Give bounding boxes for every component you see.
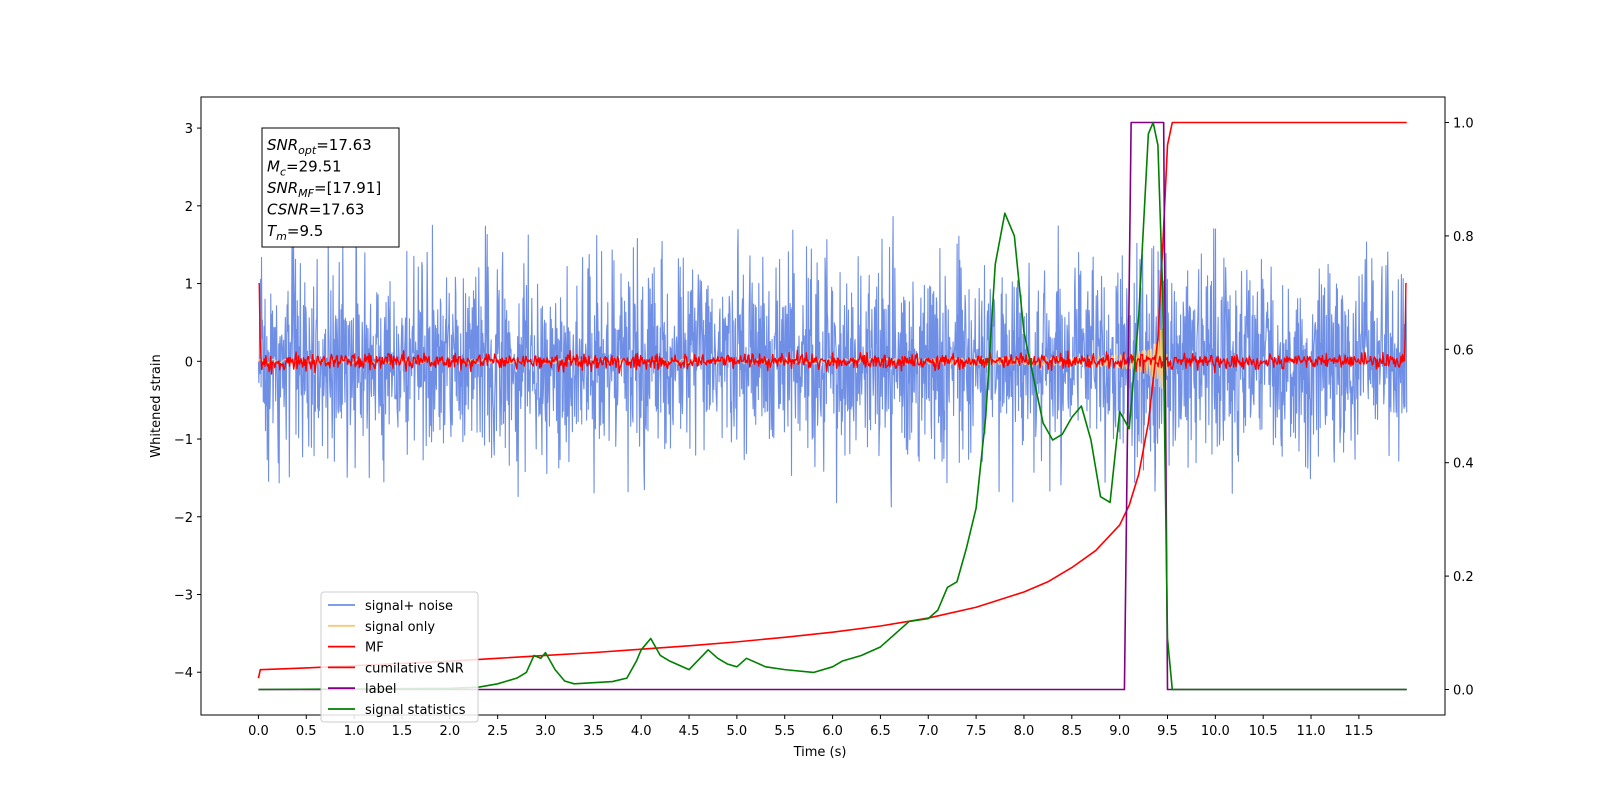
annotation-subscript: opt [298,144,317,157]
annotation-line: Mc=29.51 [267,158,342,179]
annotation-line: SNRopt=17.63 [267,136,372,157]
annotation-symbol: SNR [267,136,298,154]
annotation-value: =9.5 [287,222,323,240]
x-tick-label: 7.5 [966,724,987,739]
annotation-subscript: c [280,166,286,179]
y-tick-label: 0 [185,355,193,370]
x-tick-label: 2.0 [439,724,460,739]
x-tick-label: 8.0 [1014,724,1035,739]
x-axis-label: Time (s) [793,745,847,760]
y-tick-label: −4 [174,666,193,681]
x-tick-label: 10.0 [1201,724,1230,739]
x-tick-label: 0.5 [296,724,317,739]
x-tick-label: 4.5 [679,724,700,739]
y-tick-label: 2 [185,200,193,215]
y-tick-label: −3 [174,589,193,604]
plot-frame [200,96,1446,716]
y-axis-right: 1.0 0.8 0.6 0.4 0.2 0.0 [1445,117,1474,698]
x-tick-label: 5.0 [727,724,748,739]
legend-entry: cumilative SNR [365,661,464,676]
x-axis: 0.0 0.5 1.0 1.5 2.0 2.5 3.0 3.5 4.0 4.5 5.0 5.5 6.0 6… [248,715,1373,739]
annotation-subscript: MF [298,187,314,200]
x-tick-label: 1.5 [392,724,413,739]
annotation-value: =17.63 [316,136,372,154]
annotation-value: =17.63 [309,201,365,219]
annotation-frame [261,127,400,248]
y-tick-label: −2 [174,511,193,526]
x-tick-label: 10.5 [1249,724,1278,739]
x-tick-label: 8.5 [1061,724,1082,739]
x-tick-label: 7.0 [918,724,939,739]
x-tick-label: 1.0 [344,724,365,739]
legend-entry: signal only [365,620,435,635]
y2-tick-label: 0.2 [1453,570,1474,585]
series-signal-noise-line [257,200,1408,508]
y2-tick-label: 0.4 [1453,457,1474,472]
annotation-symbol: SNR [267,179,298,197]
x-tick-label: 6.5 [870,724,891,739]
x-tick-label: 9.5 [1157,724,1178,739]
series-signal-statistics-line [258,121,1407,691]
y-axis-label: Whitened strain [149,354,164,457]
annotation-symbol: M [267,158,280,176]
y2-tick-label: 0.8 [1453,230,1474,245]
annotation-value: =[17.91] [314,179,381,197]
x-tick-label: 6.0 [822,724,843,739]
annotation-symbol: CSNR [267,201,309,219]
y-tick-label: −1 [174,433,193,448]
x-tick-label: 2.5 [487,724,508,739]
annotation-box: SNRopt=17.63Mc=29.51SNRMF=[17.91]CSNR=17… [261,127,400,248]
x-tick-label: 4.0 [631,724,652,739]
x-tick-label: 3.0 [535,724,556,739]
x-tick-label: 0.0 [248,724,269,739]
annotation-line: CSNR=17.63 [267,201,364,219]
y2-tick-label: 0.0 [1453,683,1474,698]
x-tick-label: 11.5 [1344,724,1373,739]
annotation-line: SNRMF=[17.91] [267,179,381,200]
annotation-symbol: T [267,222,278,240]
legend-entry: signal statistics [365,703,466,718]
annotation-line: Tm=9.5 [267,222,323,243]
legend-entry: signal+ noise [365,599,453,614]
legend: signal+ noise signal only MF cumilative SNR… [320,591,479,723]
x-tick-label: 3.5 [583,724,604,739]
legend-frame [320,591,479,723]
y2-tick-label: 0.6 [1453,343,1474,358]
y-tick-label: 3 [185,122,193,137]
x-tick-label: 11.0 [1297,724,1326,739]
annotation-value: =29.51 [286,158,342,176]
x-tick-label: 5.5 [774,724,795,739]
legend-entry: label [365,682,396,697]
series-mf-line [258,282,1407,375]
y-tick-label: 1 [185,278,193,293]
y-axis-left: 3 2 1 0 −1 −2 −3 −4 [174,122,201,681]
x-tick-label: 9.0 [1109,724,1130,739]
legend-entry: MF [365,641,384,656]
y2-tick-label: 1.0 [1453,117,1474,132]
annotation-subscript: m [276,230,287,243]
